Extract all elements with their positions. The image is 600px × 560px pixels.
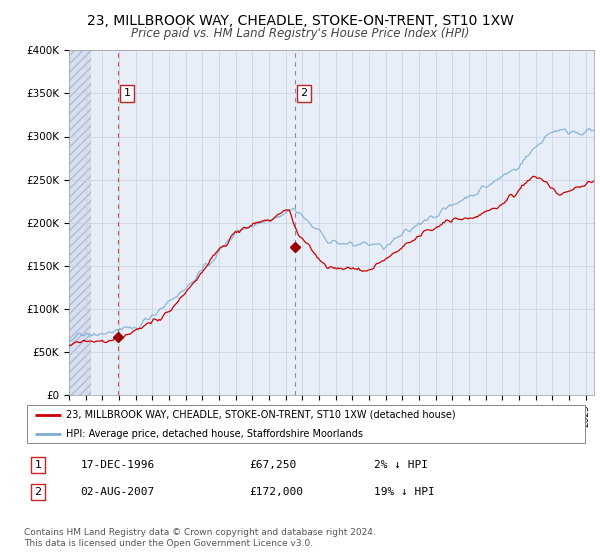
Text: 02-AUG-2007: 02-AUG-2007 — [80, 487, 155, 497]
Text: 17-DEC-1996: 17-DEC-1996 — [80, 460, 155, 470]
Text: 2: 2 — [301, 88, 307, 99]
Text: Contains HM Land Registry data © Crown copyright and database right 2024.
This d: Contains HM Land Registry data © Crown c… — [24, 528, 376, 548]
Text: 23, MILLBROOK WAY, CHEADLE, STOKE-ON-TRENT, ST10 1XW (detached house): 23, MILLBROOK WAY, CHEADLE, STOKE-ON-TRE… — [66, 409, 456, 419]
Text: 23, MILLBROOK WAY, CHEADLE, STOKE-ON-TRENT, ST10 1XW: 23, MILLBROOK WAY, CHEADLE, STOKE-ON-TRE… — [86, 14, 514, 28]
FancyBboxPatch shape — [27, 405, 585, 443]
Text: 1: 1 — [124, 88, 130, 99]
Text: 2% ↓ HPI: 2% ↓ HPI — [374, 460, 428, 470]
Bar — [69, 50, 91, 395]
Text: £67,250: £67,250 — [250, 460, 297, 470]
Text: £172,000: £172,000 — [250, 487, 304, 497]
Text: HPI: Average price, detached house, Staffordshire Moorlands: HPI: Average price, detached house, Staf… — [66, 429, 364, 439]
Bar — [91, 50, 594, 395]
Text: 1: 1 — [35, 460, 41, 470]
Text: 2: 2 — [35, 487, 41, 497]
Text: 19% ↓ HPI: 19% ↓ HPI — [374, 487, 434, 497]
Text: Price paid vs. HM Land Registry's House Price Index (HPI): Price paid vs. HM Land Registry's House … — [131, 27, 469, 40]
